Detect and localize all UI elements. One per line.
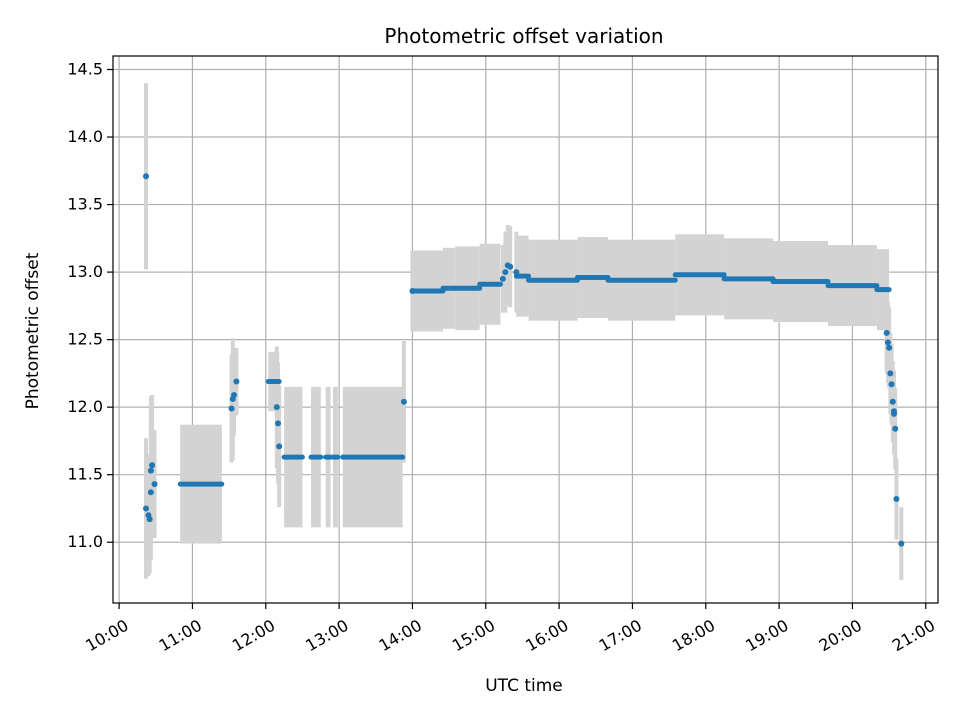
data-point: [276, 443, 283, 450]
y-tick-label: 12.0: [67, 397, 103, 416]
data-point: [143, 173, 149, 180]
data-point: [499, 275, 506, 282]
data-point: [400, 398, 407, 405]
y-axis-label: Photometric offset: [23, 252, 43, 409]
data-point: [147, 467, 154, 474]
data-point: [146, 516, 153, 523]
x-axis-label: UTC time: [485, 676, 563, 696]
y-tick-label: 13.0: [67, 262, 103, 281]
data-points: [143, 173, 905, 547]
y-tick-label: 11.0: [67, 532, 103, 551]
data-point: [275, 420, 281, 427]
data-point: [149, 462, 156, 469]
data-point: [886, 344, 893, 351]
y-tick-label: 11.5: [67, 465, 103, 484]
data-point: [888, 381, 895, 388]
data-point: [233, 378, 240, 385]
data-point: [884, 339, 891, 346]
data-point: [228, 405, 235, 412]
y-tick-label: 13.5: [67, 195, 103, 214]
y-tick-label: 14.0: [67, 127, 103, 146]
chart-title: Photometric offset variation: [384, 24, 663, 48]
data-point: [883, 329, 890, 336]
data-point: [147, 489, 154, 496]
plot-frame: [112, 55, 939, 604]
data-point: [889, 398, 896, 405]
data-point: [891, 410, 897, 417]
data-point: [502, 269, 509, 276]
data-point: [231, 392, 237, 399]
data-point: [898, 540, 905, 547]
y-tick-label: 12.5: [67, 330, 103, 349]
data-point: [409, 288, 416, 295]
grid-lines: [113, 56, 938, 603]
data-point: [892, 425, 899, 432]
data-point: [507, 263, 514, 270]
data-point: [151, 481, 158, 488]
data-point: [893, 496, 900, 503]
data-point: [887, 370, 894, 377]
data-point: [513, 269, 520, 276]
y-tick-label: 14.5: [67, 60, 103, 79]
data-point: [273, 404, 280, 411]
data-point: [143, 505, 149, 512]
